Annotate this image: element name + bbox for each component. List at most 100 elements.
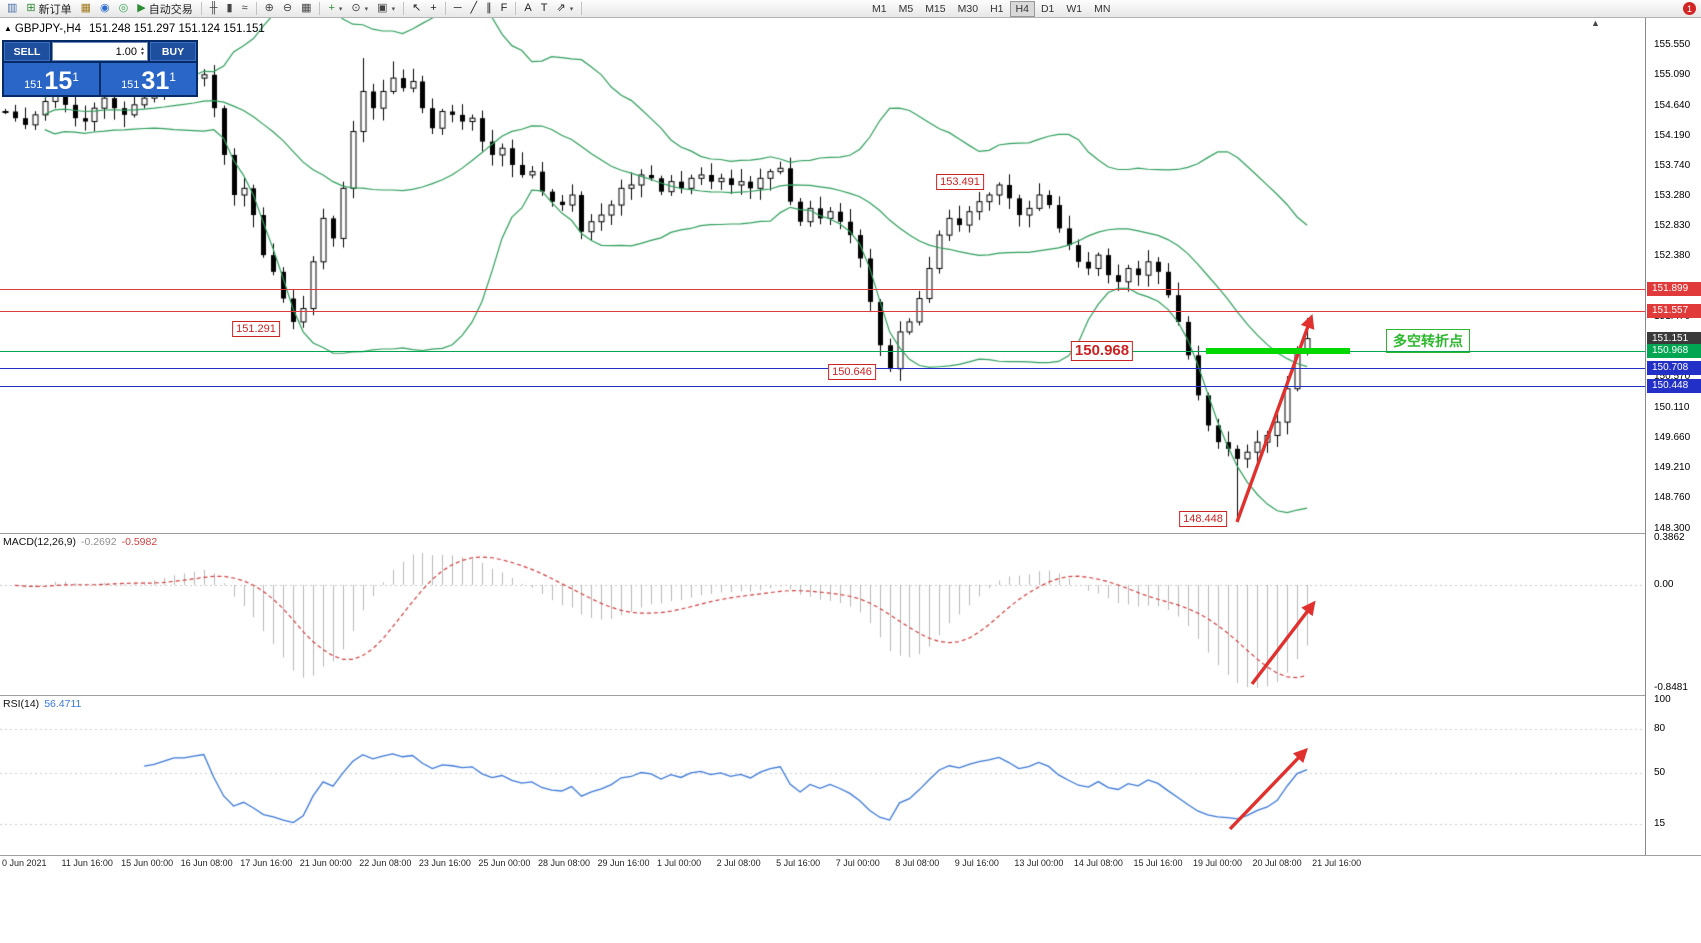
notifications-icon[interactable]: 1 [1683,2,1696,15]
new-order-button[interactable]: ⊞ 新订单 [22,1,75,17]
bid-price[interactable]: 151 15 1 [4,63,99,95]
market-watch-icon[interactable]: ◉ [96,1,114,17]
price-scale-tick: 152.380 [1654,250,1691,262]
zoom-out-icon[interactable]: ⊖ [279,1,296,17]
tile-windows-icon[interactable]: ▦ [297,1,315,17]
lot-increase-icon[interactable]: ▲ [140,45,145,52]
price-scale-tick: 153.280 [1654,190,1691,202]
price-flag-label[interactable]: 150.646 [828,364,876,381]
timeframe-mn-button[interactable]: MN [1088,1,1116,17]
price-line-151.557[interactable] [0,311,1645,312]
cursor-icon: ↖ [412,2,422,14]
price-flag-label[interactable]: 151.291 [232,321,280,338]
timeframe-m5-button[interactable]: M5 [893,1,920,17]
navigator-icon[interactable]: ◎ [115,1,133,17]
rsi-indicator-label: RSI(14) 56.4711 [3,698,81,710]
profiles-icon[interactable]: ▦ [77,1,95,17]
fibonacci-icon[interactable]: F [497,1,512,17]
ask-price[interactable]: 151 31 1 [101,63,196,95]
cursor-icon[interactable]: ↖ [408,1,425,17]
chart-shift-marker-icon: ▲ [1591,18,1600,28]
crosshair-icon[interactable]: + [426,1,440,17]
price-tag: 151.151 [1647,331,1701,346]
equidistant-channel-icon[interactable]: ∥ [482,1,496,17]
time-axis-label: 17 Jun 16:00 [240,858,293,868]
chart-candles-icon[interactable]: ▮ [223,1,237,17]
price-flag-label[interactable]: 148.448 [1179,511,1227,528]
price-line-150.968[interactable] [0,351,1645,352]
time-axis-label: 22 Jun 08:00 [359,858,412,868]
buy-button[interactable]: BUY [150,42,196,61]
time-axis-label: 16 Jun 08:00 [180,858,233,868]
toolbar-separator [581,2,583,15]
chart-bars-icon[interactable]: ╫ [206,1,222,17]
sell-button[interactable]: SELL [4,42,50,61]
fibonacci-icon: F [500,2,508,14]
timeframe-m1-button[interactable]: M1 [866,1,893,17]
templates-icon: ▣ [377,2,388,14]
auto-trading-button-label: 自动交易 [148,3,193,16]
equidistant-channel-icon: ∥ [486,2,492,14]
lot-decrease-icon[interactable]: ▼ [140,50,145,57]
price-chart-canvas[interactable] [0,18,1645,855]
price-scale-tick: 155.550 [1654,38,1691,50]
dropdown-caret-icon: ▾ [364,5,369,13]
chart-window-icon[interactable]: ▥ [3,1,21,17]
time-axis-label: 2 Jul 08:00 [716,858,761,868]
time-axis-label: 0 Jun 2021 [2,858,47,868]
price-line-151.899[interactable] [0,289,1645,290]
price-tag: 151.899 [1647,281,1701,296]
auto-trading-button[interactable]: ▶ 自动交易 [133,1,196,17]
timeframe-d1-button[interactable]: D1 [1035,1,1060,17]
zoom-out-icon: ⊖ [282,2,293,14]
timeframe-h1-button[interactable]: H1 [984,1,1009,17]
text-label-icon[interactable]: T [537,1,552,17]
arrows-tool-icon: ⇗ [556,2,566,14]
chart-candles-icon: ▮ [226,2,233,14]
timeframe-m15-button[interactable]: M15 [919,1,951,17]
price-flag-label[interactable]: 150.968 [1070,340,1134,361]
price-scale[interactable]: 155.550 155.090 154.640 154.190 153.740 153.2… [1645,18,1701,855]
indicators-icon[interactable]: + ▾ [324,1,346,17]
periods-icon[interactable]: ⊙ ▾ [347,1,372,17]
indicators-icon: + [328,2,335,14]
chart-title-ohlc: 151.248 151.297 151.124 151.151 [88,23,265,35]
rsi-scale-tick: 80 [1654,723,1666,735]
price-scale-tick: 150.110 [1654,402,1690,414]
price-scale-tick: 152.830 [1654,220,1691,232]
time-axis-label: 11 Jun 16:00 [61,858,113,868]
price-line-150.448[interactable] [0,386,1645,387]
lot-size-field[interactable]: 1.00 ▲ ▼ [52,42,148,61]
price-flag-label[interactable]: 153.491 [936,174,984,191]
time-axis-label: 19 Jul 00:00 [1193,858,1243,868]
time-axis[interactable]: 0 Jun 2021 11 Jun 16:00 15 Jun 00:00 16 Jun… [0,856,1645,870]
timeframe-w1-button[interactable]: W1 [1060,1,1088,17]
time-axis-label: 9 Jul 16:00 [954,858,999,868]
panel-separator[interactable] [0,695,1701,696]
chart-window-icon: ▥ [7,2,18,14]
profiles-icon: ▦ [80,2,92,14]
toolbar-separator [444,2,446,15]
panel-separator[interactable] [0,533,1701,534]
timeframe-m30-button[interactable]: M30 [952,1,984,17]
text-icon[interactable]: A [520,1,535,17]
time-axis-label: 20 Jul 08:00 [1252,858,1302,868]
price-line-150.708[interactable] [0,368,1645,369]
horizontal-line-icon[interactable]: ─ [450,1,466,17]
bull-bear-turning-point-label[interactable]: 多空转折点 [1386,329,1470,353]
time-axis-label: 14 Jul 08:00 [1073,858,1123,868]
templates-icon[interactable]: ▣ ▾ [373,1,399,17]
arrows-tool-icon[interactable]: ⇗ ▾ [552,1,577,17]
price-tag: 151.557 [1647,304,1701,319]
chart-line-icon[interactable]: ≈ [238,1,252,17]
timeframe-h4-button[interactable]: H4 [1009,1,1035,17]
time-axis-label: 5 Jul 16:00 [776,858,821,868]
support-highlight-segment[interactable] [1206,348,1350,354]
trendline-icon[interactable]: ╱ [467,1,482,17]
new-order-button-label: 新订单 [38,3,72,16]
text-icon: A [524,2,532,14]
price-tag: 150.968 [1647,343,1701,358]
time-axis-label: 15 Jul 16:00 [1133,858,1183,868]
time-axis-label: 8 Jul 08:00 [895,858,940,868]
zoom-in-icon[interactable]: ⊕ [261,1,278,17]
